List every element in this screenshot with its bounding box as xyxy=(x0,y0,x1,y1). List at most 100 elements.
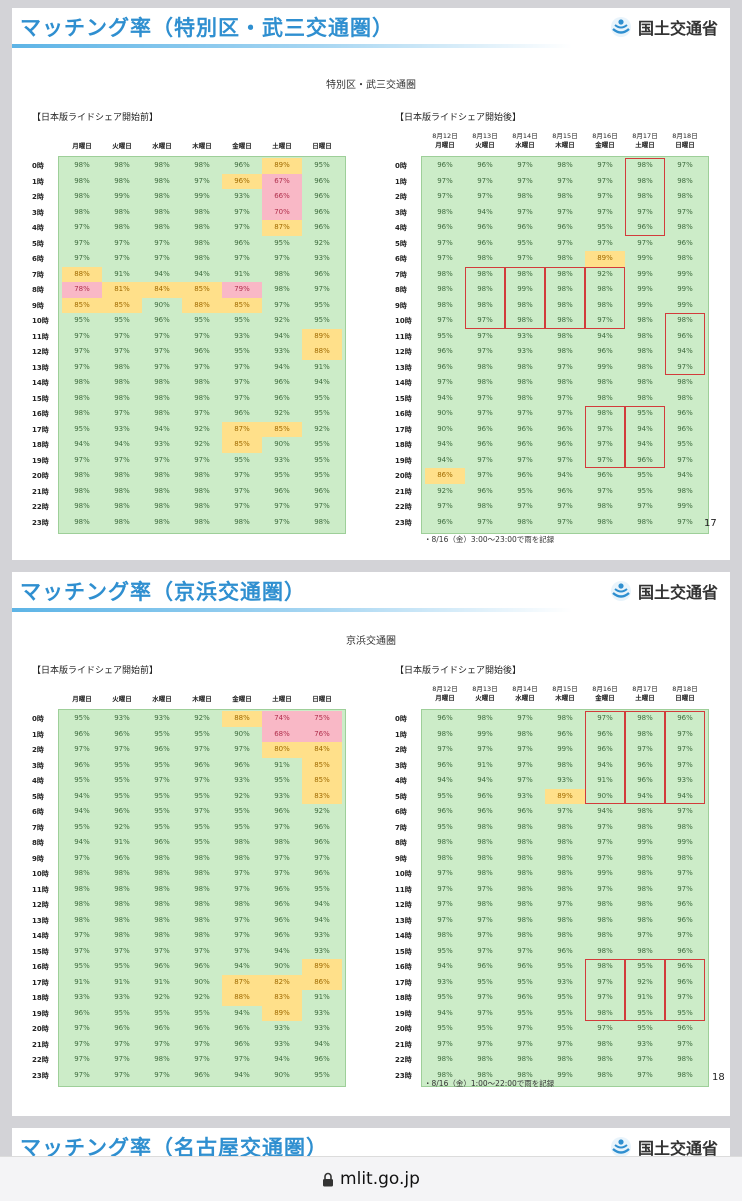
rate-cell: 98% xyxy=(557,838,573,846)
rate-cell: 97% xyxy=(597,424,613,433)
rate-cell: 97% xyxy=(477,517,493,526)
hour-label: 10時 xyxy=(32,317,49,325)
rate-cell: 90% xyxy=(274,962,290,970)
rate-cell: 97% xyxy=(74,1055,90,1063)
rate-cell: 97% xyxy=(234,1055,250,1063)
rate-cell: 98% xyxy=(437,729,453,738)
rate-cell: 97% xyxy=(517,745,533,753)
rate-cell: 97% xyxy=(597,192,613,200)
browser-address-bar[interactable]: mlit.go.jp xyxy=(0,1156,742,1201)
rate-cell: 97% xyxy=(597,161,613,169)
rate-cell: 98% xyxy=(477,869,493,877)
rate-cell: 97% xyxy=(477,176,493,185)
hour-label: 6時 xyxy=(395,808,407,816)
rate-cell: 95% xyxy=(517,238,533,247)
rate-cell: 97% xyxy=(194,331,210,340)
hour-label: 9時 xyxy=(32,301,44,310)
rate-cell: 85% xyxy=(222,297,262,313)
rate-cell: 97% xyxy=(677,807,693,815)
hour-label: 20時 xyxy=(395,472,412,480)
rate-cell: 89% xyxy=(302,328,342,344)
ministry-mark: 国土交通省 xyxy=(610,578,718,604)
rate-cell: 96% xyxy=(677,977,693,986)
rate-cell: 98% xyxy=(597,517,613,526)
rate-cell: 98% xyxy=(114,517,130,526)
rate-cell: 97% xyxy=(74,1070,90,1079)
rate-cell: 98% xyxy=(154,471,170,479)
rate-cell: 97% xyxy=(154,776,170,784)
rate-cell: 98% xyxy=(477,300,493,309)
rate-cell: 97% xyxy=(154,946,170,955)
rate-cell: 95% xyxy=(74,714,90,722)
column-header: 8月16日 金曜日 xyxy=(585,132,625,150)
column-day: 土曜日 xyxy=(635,141,655,149)
rate-cell: 93% xyxy=(314,1024,330,1032)
rate-cell: 94% xyxy=(437,455,453,464)
rate-cell: 97% xyxy=(677,161,693,169)
rate-cell: 97% xyxy=(597,238,613,247)
rate-cell: 97% xyxy=(114,455,130,464)
hour-label: 10時 xyxy=(395,317,412,325)
rate-cell: 97% xyxy=(597,714,613,722)
rate-cell: 96% xyxy=(597,745,613,753)
rate-cell: 96% xyxy=(154,962,170,970)
rate-cell: 98% xyxy=(597,393,613,402)
rate-cell: 95% xyxy=(194,729,210,738)
rate-cell: 97% xyxy=(597,207,613,216)
column-header: 木曜日 xyxy=(182,695,222,704)
rate-cell: 98% xyxy=(74,161,90,169)
rate-cell: 93% xyxy=(274,1039,290,1048)
rate-cell: 84% xyxy=(302,742,342,758)
column-day: 日曜日 xyxy=(312,695,332,703)
rate-cell: 95% xyxy=(234,316,250,324)
rate-cell: 97% xyxy=(234,931,250,939)
rate-cell: 93% xyxy=(637,1039,653,1048)
rate-cell: 98% xyxy=(194,207,210,216)
rate-cell: 94% xyxy=(314,378,330,386)
rate-cell: 98% xyxy=(517,915,533,924)
rate-cell: 98% xyxy=(517,729,533,738)
hour-label: 4時 xyxy=(32,777,44,785)
hour-label: 17時 xyxy=(395,425,412,434)
rate-cell: 97% xyxy=(437,378,453,386)
column-header: 8月14日 水曜日 xyxy=(505,132,545,150)
rate-cell: 96% xyxy=(234,760,250,769)
rate-cell: 97% xyxy=(114,745,130,753)
rate-cell: 98% xyxy=(74,486,90,495)
rate-cell: 97% xyxy=(677,884,693,893)
column-day: 土曜日 xyxy=(272,142,292,150)
rate-cell: 96% xyxy=(557,729,573,738)
rate-cell: 93% xyxy=(234,776,250,784)
column-header: 8月17日 土曜日 xyxy=(625,685,665,703)
rate-cell: 97% xyxy=(597,316,613,324)
rate-cell: 95% xyxy=(234,807,250,815)
rate-cell: 97% xyxy=(677,362,693,371)
rate-cell: 97% xyxy=(597,486,613,495)
hour-label: 16時 xyxy=(395,410,412,418)
rate-cell: 97% xyxy=(557,900,573,908)
title-rule xyxy=(12,608,572,612)
rate-cell: 97% xyxy=(517,455,533,464)
rate-cell: 95% xyxy=(274,238,290,247)
hour-label: 2時 xyxy=(395,193,407,201)
rate-cell: 97% xyxy=(677,207,693,216)
rate-cell: 85% xyxy=(262,421,302,437)
rate-cell: 97% xyxy=(234,502,250,510)
rate-cell: 94% xyxy=(637,440,653,448)
hour-label: 8時 xyxy=(32,839,44,847)
rate-cell: 96% xyxy=(274,931,290,939)
rate-cell: 97% xyxy=(437,502,453,510)
hour-label: 11時 xyxy=(32,332,49,341)
hour-label: 9時 xyxy=(395,301,407,310)
rate-cell: 91% xyxy=(74,977,90,986)
table-grid xyxy=(58,709,346,1087)
rate-cell: 96% xyxy=(437,161,453,169)
rate-cell: 95% xyxy=(437,993,453,1001)
rate-cell: 95% xyxy=(314,455,330,464)
rate-cell: 97% xyxy=(637,931,653,939)
column-date: 8月18日 xyxy=(672,685,698,693)
hour-label: 1時 xyxy=(32,177,44,186)
column-day: 金曜日 xyxy=(232,695,252,703)
rate-cell: 97% xyxy=(517,254,533,262)
rate-cell: 98% xyxy=(637,378,653,386)
